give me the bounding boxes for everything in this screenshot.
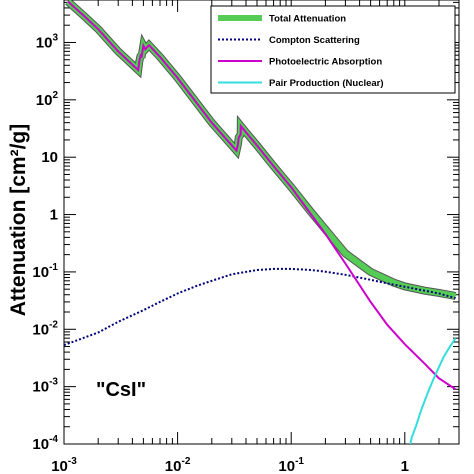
photoelectric-absorption-line bbox=[67, 0, 457, 391]
x-tick-label: 10-1 bbox=[278, 456, 304, 474]
y-tick-label: 102 bbox=[36, 90, 59, 109]
y-tick-label: 10-3 bbox=[32, 377, 58, 396]
legend-label: Photoelectric Absorption bbox=[269, 57, 382, 68]
x-tick-label: 1 bbox=[401, 458, 409, 474]
series-layer bbox=[64, 0, 457, 444]
legend: Total Attenuation Compton Scattering Photo… bbox=[210, 5, 456, 94]
y-tick-label: 103 bbox=[36, 32, 59, 51]
y-tick-label: 10 bbox=[41, 149, 58, 166]
x-tick-label: 10-3 bbox=[51, 456, 77, 474]
pair-production-nuclear-line bbox=[409, 337, 457, 444]
y-tick-label: 10-1 bbox=[32, 262, 58, 281]
material-annotation: "CsI" bbox=[96, 379, 146, 401]
legend-label: Compton Scattering bbox=[269, 35, 360, 46]
legend-label: Pair Production (Nuclear) bbox=[269, 78, 384, 89]
y-tick-label: 10-4 bbox=[32, 434, 58, 453]
plot-frame bbox=[63, 0, 460, 445]
y-axis-label: Attenuation [cm²/g] bbox=[7, 124, 30, 316]
y-tick-label: 10-2 bbox=[32, 319, 58, 338]
legend-label: Total Attenuation bbox=[269, 14, 346, 25]
compton-scattering-line bbox=[64, 267, 456, 347]
x-tick-label: 10-2 bbox=[165, 456, 191, 474]
y-tick-label: 1 bbox=[50, 207, 58, 224]
